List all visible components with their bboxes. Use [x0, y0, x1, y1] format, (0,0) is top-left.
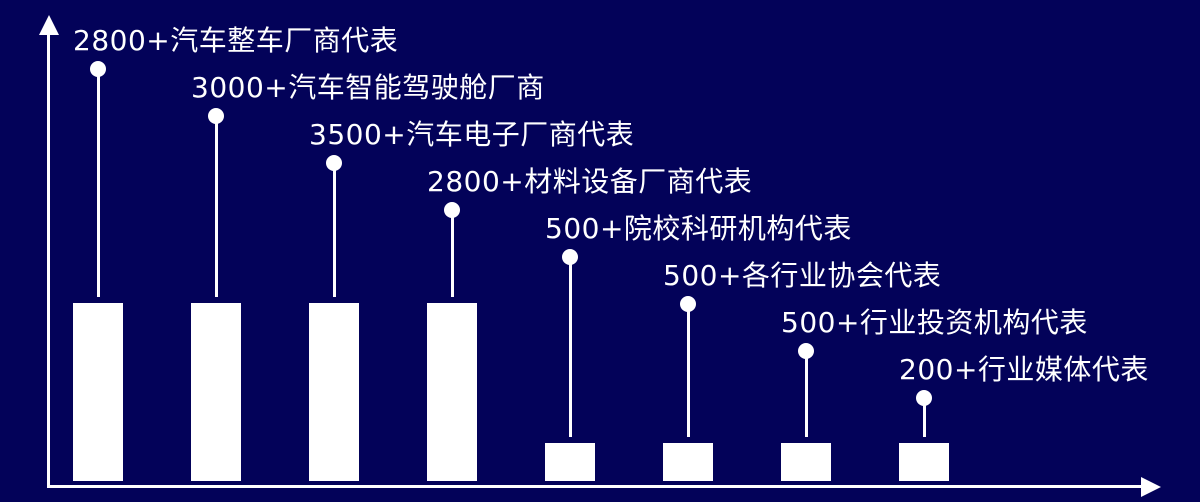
stem-line [214, 116, 218, 297]
bar-label: 3500+汽车电子厂商代表 [309, 118, 635, 151]
stem-line [96, 69, 100, 297]
bar-label: 500+各行业协会代表 [663, 259, 942, 292]
bar [545, 443, 595, 481]
bar [73, 303, 123, 481]
bar-label: 2800+汽车整车厂商代表 [73, 24, 399, 57]
bar-label: 3000+汽车智能驾驶舱厂商 [191, 71, 545, 104]
bar-label: 2800+材料设备厂商代表 [427, 165, 753, 198]
bar-label: 500+行业投资机构代表 [781, 306, 1088, 339]
bar [663, 443, 713, 481]
stem-line [568, 257, 572, 437]
bar [899, 443, 949, 481]
bar-label: 200+行业媒体代表 [899, 353, 1149, 386]
stem-line [332, 163, 336, 297]
stem-line [686, 304, 690, 437]
bar-label: 500+院校科研机构代表 [545, 212, 852, 245]
y-axis-line [47, 30, 50, 487]
stem-line [922, 398, 926, 437]
y-axis-arrowhead-icon [39, 15, 59, 35]
stem-line [450, 210, 454, 297]
x-axis-line [47, 485, 1142, 488]
bar [191, 303, 241, 481]
stem-line [804, 351, 808, 437]
x-axis-arrowhead-icon [1141, 477, 1161, 497]
bar [781, 443, 831, 481]
bar [427, 303, 477, 481]
bar [309, 303, 359, 481]
